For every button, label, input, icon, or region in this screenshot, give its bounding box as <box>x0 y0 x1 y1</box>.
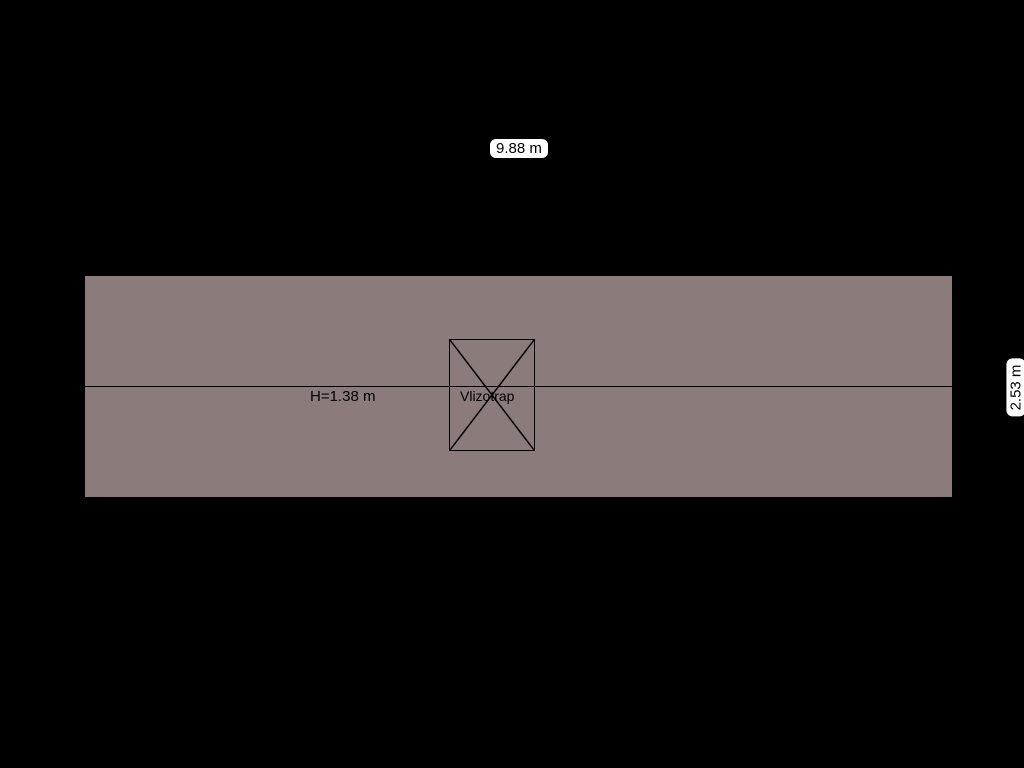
ridge-height-label: H=1.38 m <box>310 388 375 405</box>
attic-hatch-label: Vlizotrap <box>460 388 514 404</box>
dimension-depth: 2.53 m <box>1006 359 1024 417</box>
floorplan-canvas: { "diagram": { "type": "floorplan", "can… <box>0 0 1024 768</box>
dimension-width: 9.88 m <box>490 139 548 158</box>
